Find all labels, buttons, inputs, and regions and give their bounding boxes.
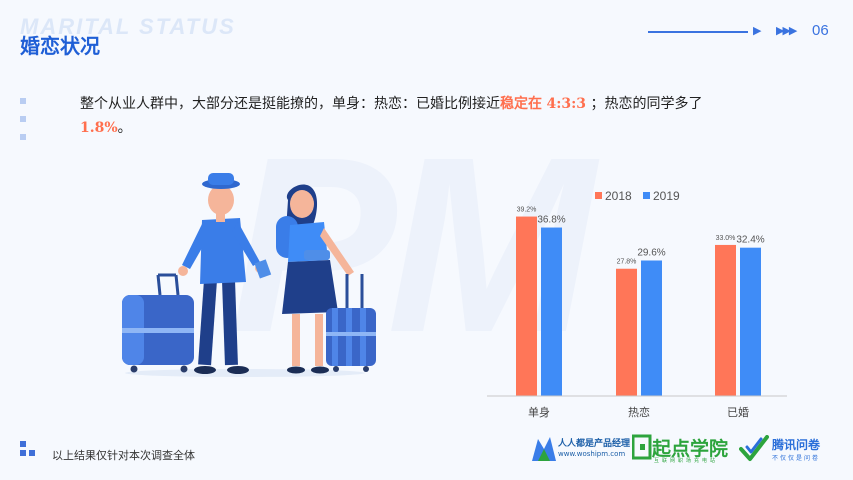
summary-text: 整个从业人群中，大部分还是挺能撩的，单身：热恋：已婚比例接近: [80, 96, 500, 112]
checkmark-icon: [739, 435, 769, 461]
chart-legend: 2018 2019: [595, 189, 680, 203]
wenjuan-name: 腾讯问卷: [772, 438, 821, 452]
arrow-right-icon: ▶: [753, 24, 762, 37]
legend-label-2019: 2019: [653, 189, 680, 203]
data-label-2019-0: 36.8%: [537, 215, 565, 226]
chart-bars: [516, 216, 761, 396]
data-label-2019-2: 32.4%: [736, 235, 764, 246]
bullet-square: [20, 116, 26, 122]
header-divider: [648, 31, 748, 33]
page-title: 婚恋状况: [20, 34, 100, 58]
data-label-2019-1: 29.6%: [637, 247, 665, 258]
summary-text-2: ；热恋的同学多了: [590, 96, 703, 112]
woshipm-name: 人人都是产品经理: [558, 439, 631, 449]
bullet-square: [20, 98, 26, 104]
triple-arrow-icon: ▶▶▶: [776, 24, 797, 37]
legend-label-2018: 2018: [605, 189, 632, 203]
wenjuan-slogan: 不仅仅是问卷: [772, 455, 821, 462]
travelers-illustration: [122, 173, 376, 377]
highlight-label: 稳定在: [500, 96, 542, 112]
bar-2018-2: [715, 244, 736, 396]
bullet-decoration: [20, 98, 26, 152]
qidian-name: 起点学院: [652, 438, 729, 460]
x-tick-label-1: 热恋: [628, 405, 650, 419]
legend-swatch-2018: [595, 192, 602, 199]
summary-paragraph: 整个从业人群中，大部分还是挺能撩的，单身：热恋：已婚比例接近稳定在 4:3:3 …: [80, 92, 810, 140]
highlight-percentage: 1.8%: [80, 120, 118, 136]
chart-labels: 39.2%36.8% 27.8%29.6% 33.0% 32.4%: [517, 207, 765, 266]
bar-2019-0: [541, 227, 562, 396]
x-axis-ticks: 单身 热恋 已婚: [528, 405, 749, 419]
x-tick-label-0: 单身: [528, 405, 550, 419]
qidian-logo-icon: [632, 434, 652, 460]
bar-2018-0: [516, 216, 537, 396]
bullet-square: [20, 134, 26, 140]
highlight-ratio: 4:3:3: [546, 96, 587, 112]
qidian-slogan: 互联网职场充电站: [654, 458, 719, 464]
legend-swatch-2019: [643, 192, 650, 199]
page-number: 06: [812, 22, 829, 39]
summary-end: 。: [117, 120, 132, 136]
bar-2018-1: [616, 268, 637, 396]
section-title-english: MARITAL STATUS: [20, 14, 236, 39]
bar-2019-1: [641, 260, 662, 396]
woshipm-logo-icon: [532, 437, 556, 461]
data-label-2018-1: 27.8%: [617, 259, 637, 266]
woshipm-url: www.woshipm.com: [558, 450, 626, 458]
x-tick-label-2: 已婚: [727, 405, 749, 419]
data-label-2018-0: 39.2%: [517, 207, 537, 214]
sponsor-logos: 人人都是产品经理 www.woshipm.com 起点学院 互联网职场充电站 腾…: [532, 433, 832, 467]
bar-2019-2: [740, 247, 761, 396]
data-label-2018-2: 33.0%: [716, 235, 736, 242]
bar-chart: 2018 2019 39.2%36.8%27.8%29.6%33.0% 32.4% …: [487, 189, 787, 419]
footer-note: 以上结果仅针对本次调查全体: [52, 449, 195, 462]
footer-blocks-icon: [20, 441, 35, 456]
